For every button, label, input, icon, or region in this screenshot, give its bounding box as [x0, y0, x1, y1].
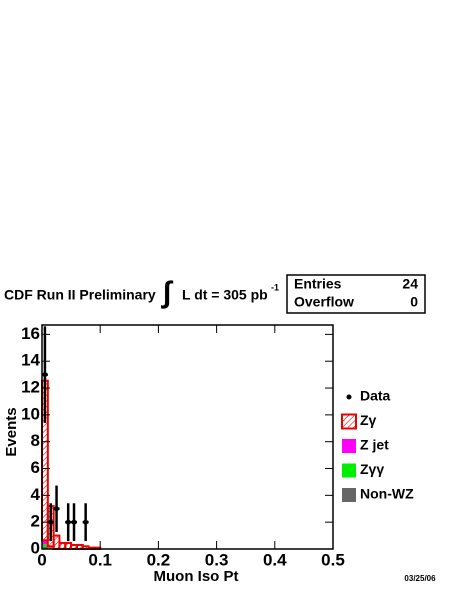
- legend-label: Z jet: [360, 437, 389, 453]
- y-tick-label: 2: [31, 512, 40, 531]
- chart-title: CDF Run II Preliminary: [4, 287, 156, 303]
- x-axis-label: Muon Iso Pt: [154, 568, 239, 585]
- y-tick-label: 12: [21, 378, 40, 397]
- histogram-bar: [42, 546, 48, 549]
- data-point: [83, 519, 89, 525]
- stats-box: [286, 274, 426, 314]
- legend-swatch: [342, 463, 356, 478]
- legend-swatch: [342, 439, 356, 453]
- legend-label: Zγ: [360, 412, 377, 428]
- data-point: [71, 519, 77, 525]
- legend-marker: [346, 394, 352, 400]
- y-tick-label: 6: [31, 458, 40, 477]
- legend-swatch: [341, 413, 357, 430]
- histogram-bar: [42, 544, 48, 547]
- x-tick-label: 0.2: [147, 550, 171, 569]
- y-tick-label: 4: [31, 485, 41, 504]
- histogram-bar: [42, 540, 48, 545]
- x-tick-label: 0.1: [88, 550, 112, 569]
- stats-label: Entries: [294, 276, 342, 292]
- luminosity: L dt = 305 pb: [182, 287, 268, 303]
- histogram-bar: [47, 547, 54, 549]
- data-point: [42, 372, 48, 378]
- stats-label: Overflow: [294, 294, 354, 310]
- y-tick-label: 10: [21, 404, 40, 423]
- luminosity-exponent: -1: [271, 282, 279, 292]
- data-point: [65, 519, 71, 525]
- integral-sign: ∫: [161, 276, 174, 309]
- plot-frame: [41, 324, 334, 550]
- y-tick-label: 16: [21, 324, 40, 343]
- data-point: [48, 519, 54, 525]
- x-tick-label: 0: [37, 550, 46, 569]
- x-tick-label: 0.3: [205, 550, 229, 569]
- legend-label: Non-WZ: [360, 486, 414, 502]
- x-tick-label: 0.4: [263, 550, 287, 569]
- y-tick-label: 14: [21, 351, 40, 370]
- data-point: [54, 506, 60, 512]
- legend-swatch: [342, 488, 356, 502]
- stats-value: 0: [410, 294, 418, 310]
- y-axis-label: Events: [3, 407, 20, 456]
- legend-label: Data: [360, 388, 391, 404]
- x-tick-label: 0.5: [321, 550, 345, 569]
- stats-value: 24: [402, 276, 418, 292]
- y-tick-label: 8: [31, 431, 40, 450]
- legend-label: Zγγ: [360, 461, 384, 477]
- date: 03/25/06: [404, 574, 436, 583]
- y-tick-label: 0: [31, 538, 40, 557]
